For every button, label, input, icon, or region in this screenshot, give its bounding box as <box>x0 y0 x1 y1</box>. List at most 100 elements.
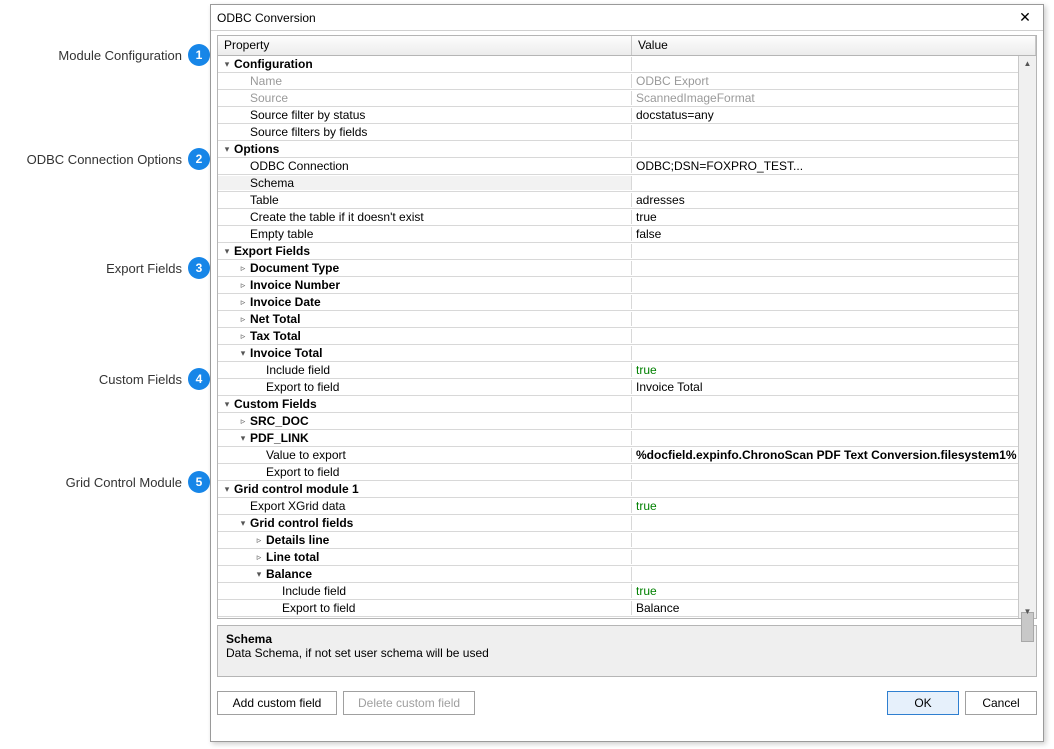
expander-icon[interactable]: ▾ <box>222 246 232 257</box>
value-cell[interactable]: true <box>632 499 1018 513</box>
expander-icon[interactable]: ▾ <box>222 144 232 155</box>
grid-row[interactable]: ▹Invoice Number <box>218 277 1018 294</box>
property-cell[interactable]: ▹Invoice Number <box>218 278 632 292</box>
expander-icon[interactable]: ▾ <box>222 484 232 495</box>
grid-row[interactable]: ▹Tax Total <box>218 328 1018 345</box>
expander-icon[interactable]: ▾ <box>222 59 232 70</box>
scroll-down-icon[interactable]: ▼ <box>1019 604 1036 618</box>
property-cell[interactable]: ▹Tax Total <box>218 329 632 343</box>
scroll-up-icon[interactable]: ▲ <box>1019 56 1036 70</box>
property-cell[interactable]: ▾Options <box>218 142 632 156</box>
property-cell[interactable]: Export to field <box>218 465 632 479</box>
value-cell[interactable]: %docfield.expinfo.ChronoScan PDF Text Co… <box>632 448 1018 462</box>
expander-icon[interactable]: ▹ <box>238 297 248 308</box>
grid-row[interactable]: ▹Net Total <box>218 311 1018 328</box>
add-custom-field-button[interactable]: Add custom field <box>217 691 337 715</box>
grid-row[interactable]: ▾Grid control fields <box>218 515 1018 532</box>
grid-row[interactable]: Tableadresses <box>218 192 1018 209</box>
expander-icon[interactable]: ▾ <box>222 399 232 410</box>
property-cell[interactable]: ▹Net Total <box>218 312 632 326</box>
titlebar[interactable]: ODBC Conversion ✕ <box>211 5 1043 31</box>
property-cell[interactable]: Include field <box>218 584 632 598</box>
col-header-property[interactable]: Property <box>218 36 632 55</box>
grid-row[interactable]: Export XGrid datatrue <box>218 498 1018 515</box>
grid-row[interactable]: Empty tablefalse <box>218 226 1018 243</box>
grid-row[interactable]: ▾Balance <box>218 566 1018 583</box>
property-cell[interactable]: Source filter by status <box>218 108 632 122</box>
property-cell[interactable]: Source filters by fields <box>218 125 632 139</box>
close-icon[interactable]: ✕ <box>1013 9 1037 27</box>
value-cell[interactable]: ODBC Export <box>632 74 1018 88</box>
value-cell[interactable]: false <box>632 227 1018 241</box>
grid-row[interactable]: NameODBC Export <box>218 73 1018 90</box>
value-cell[interactable]: adresses <box>632 193 1018 207</box>
expander-icon[interactable]: ▾ <box>254 569 264 580</box>
grid-row[interactable]: ▹Document Type <box>218 260 1018 277</box>
grid-row[interactable]: ▹Line total <box>218 549 1018 566</box>
value-cell[interactable]: ODBC;DSN=FOXPRO_TEST... <box>632 159 1018 173</box>
grid-row[interactable]: Source filters by fields <box>218 124 1018 141</box>
grid-row[interactable]: ▾Options <box>218 141 1018 158</box>
grid-row[interactable]: ▾PDF_LINK <box>218 430 1018 447</box>
expander-icon[interactable]: ▹ <box>238 314 248 325</box>
grid-row[interactable]: Schema <box>218 175 1018 192</box>
property-cell[interactable]: ▹Details line <box>218 533 632 547</box>
property-cell[interactable]: Export to field <box>218 380 632 394</box>
expander-icon[interactable]: ▾ <box>238 433 248 444</box>
grid-row[interactable]: ▹Invoice Date <box>218 294 1018 311</box>
property-cell[interactable]: Table <box>218 193 632 207</box>
cancel-button[interactable]: Cancel <box>965 691 1037 715</box>
expander-icon[interactable]: ▹ <box>238 280 248 291</box>
grid-row[interactable]: Source filter by statusdocstatus=any <box>218 107 1018 124</box>
grid-row[interactable]: SourceScannedImageFormat <box>218 90 1018 107</box>
property-cell[interactable]: ▹Line total <box>218 550 632 564</box>
col-header-value[interactable]: Value <box>632 36 1036 55</box>
grid-row[interactable]: ▾Custom Fields <box>218 396 1018 413</box>
value-cell[interactable]: docstatus=any <box>632 108 1018 122</box>
property-cell[interactable]: ▹Invoice Date <box>218 295 632 309</box>
property-cell[interactable]: ▹SRC_DOC <box>218 414 632 428</box>
property-cell[interactable]: ▾Configuration <box>218 57 632 71</box>
expander-icon[interactable]: ▾ <box>238 518 248 529</box>
expander-icon[interactable]: ▹ <box>238 416 248 427</box>
property-cell[interactable]: Include field <box>218 363 632 377</box>
grid-row[interactable]: Include fieldtrue <box>218 362 1018 379</box>
property-cell[interactable]: Schema <box>218 176 632 190</box>
value-cell[interactable]: true <box>632 210 1018 224</box>
expander-icon[interactable]: ▹ <box>238 331 248 342</box>
grid-row[interactable]: Export to field <box>218 464 1018 481</box>
property-cell[interactable]: Value to export <box>218 448 632 462</box>
property-cell[interactable]: Create the table if it doesn't exist <box>218 210 632 224</box>
grid-row[interactable]: ▾Export Fields <box>218 243 1018 260</box>
grid-row[interactable]: ▹Details line <box>218 532 1018 549</box>
property-cell[interactable]: ▾PDF_LINK <box>218 431 632 445</box>
expander-icon[interactable]: ▾ <box>238 348 248 359</box>
property-cell[interactable]: ▾Grid control fields <box>218 516 632 530</box>
value-cell[interactable]: Invoice Total <box>632 380 1018 394</box>
property-cell[interactable]: Export XGrid data <box>218 499 632 513</box>
grid-row[interactable]: Include fieldtrue <box>218 583 1018 600</box>
grid-row[interactable]: ODBC ConnectionODBC;DSN=FOXPRO_TEST... <box>218 158 1018 175</box>
grid-row[interactable]: ▹SRC_DOC <box>218 413 1018 430</box>
property-cell[interactable]: ▾Export Fields <box>218 244 632 258</box>
grid-row[interactable]: Export to fieldBalance <box>218 600 1018 617</box>
property-cell[interactable]: ▾Custom Fields <box>218 397 632 411</box>
value-cell[interactable]: true <box>632 584 1018 598</box>
grid-row[interactable]: ▾Invoice Total <box>218 345 1018 362</box>
property-cell[interactable]: ▹Document Type <box>218 261 632 275</box>
value-cell[interactable]: Balance <box>632 601 1018 615</box>
grid-row[interactable]: ▾Grid control module 1 <box>218 481 1018 498</box>
expander-icon[interactable]: ▹ <box>254 535 264 546</box>
grid-row[interactable]: Value to export%docfield.expinfo.ChronoS… <box>218 447 1018 464</box>
value-cell[interactable]: true <box>632 363 1018 377</box>
property-cell[interactable]: ▾Invoice Total <box>218 346 632 360</box>
property-cell[interactable]: Name <box>218 74 632 88</box>
expander-icon[interactable]: ▹ <box>254 552 264 563</box>
property-cell[interactable]: Export to field <box>218 601 632 615</box>
grid-row[interactable]: Export to fieldInvoice Total <box>218 379 1018 396</box>
grid-row[interactable]: Create the table if it doesn't existtrue <box>218 209 1018 226</box>
property-cell[interactable]: Empty table <box>218 227 632 241</box>
expander-icon[interactable]: ▹ <box>238 263 248 274</box>
property-cell[interactable]: ▾Balance <box>218 567 632 581</box>
grid-row[interactable]: ▾Configuration <box>218 56 1018 73</box>
